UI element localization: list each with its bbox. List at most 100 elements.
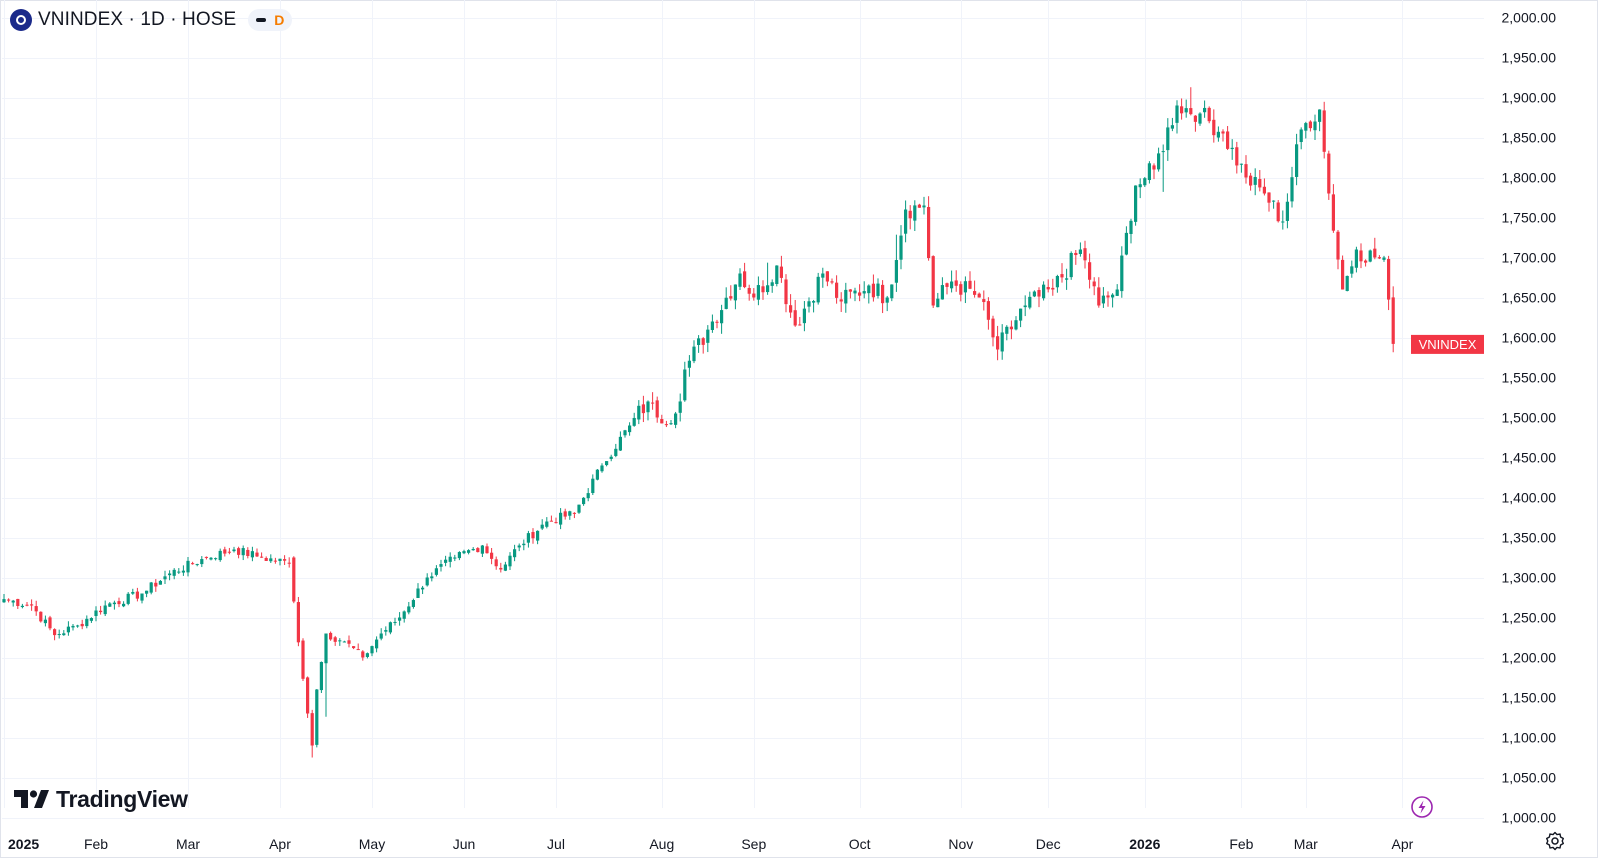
candle bbox=[890, 284, 894, 302]
candle bbox=[1032, 290, 1036, 298]
candle-body bbox=[48, 617, 52, 629]
candle-body bbox=[1373, 248, 1377, 258]
candle-body bbox=[1042, 284, 1046, 299]
candle bbox=[582, 497, 586, 506]
symbol-title[interactable]: VNINDEX · 1D · HOSE bbox=[38, 9, 237, 30]
candle-body bbox=[444, 559, 448, 563]
candle bbox=[287, 557, 291, 568]
candle bbox=[609, 454, 613, 462]
tradingview-wordmark: TradingView bbox=[56, 786, 188, 812]
candle-body bbox=[1327, 153, 1331, 194]
candle-body bbox=[986, 301, 990, 320]
candle-body bbox=[361, 651, 365, 658]
candle-body bbox=[1281, 221, 1285, 223]
time-tick-label: Jun bbox=[453, 836, 476, 852]
candle bbox=[922, 196, 926, 215]
candle-body bbox=[959, 284, 963, 295]
candle bbox=[126, 592, 130, 606]
candle bbox=[99, 605, 103, 615]
candle-body bbox=[618, 436, 622, 451]
candle bbox=[292, 556, 296, 604]
candle bbox=[1157, 147, 1161, 172]
candle-body bbox=[706, 329, 710, 343]
candle-body bbox=[945, 283, 949, 287]
candle-body bbox=[526, 533, 530, 543]
candle bbox=[319, 661, 323, 693]
candle-body bbox=[57, 634, 61, 636]
candle bbox=[1216, 126, 1220, 142]
market-status-pill[interactable]: D bbox=[248, 9, 293, 31]
candle bbox=[1387, 255, 1391, 311]
candle-body bbox=[701, 338, 705, 345]
candle-body bbox=[1023, 305, 1027, 308]
candle-body bbox=[513, 549, 517, 558]
candle-body bbox=[894, 260, 898, 283]
candle-body bbox=[1009, 326, 1013, 330]
candle-body bbox=[1088, 262, 1092, 280]
candle bbox=[191, 561, 195, 565]
candle-body bbox=[572, 512, 576, 514]
candle bbox=[738, 268, 742, 291]
candle bbox=[876, 278, 880, 299]
candle-body bbox=[862, 291, 866, 294]
candle bbox=[269, 554, 273, 563]
last-price-badge: VNINDEX bbox=[1411, 334, 1484, 354]
candle-body bbox=[996, 336, 1000, 350]
candle bbox=[522, 539, 526, 551]
candle bbox=[798, 316, 802, 326]
candle-body bbox=[324, 633, 328, 664]
candle-body bbox=[25, 604, 29, 606]
candle-body bbox=[448, 556, 452, 562]
candle-body bbox=[1134, 185, 1138, 222]
price-tick-label: 1,650.00 bbox=[1502, 290, 1557, 306]
candle-body bbox=[655, 400, 659, 418]
price-tick-label: 1,700.00 bbox=[1502, 250, 1557, 266]
candle bbox=[402, 610, 406, 623]
candle-body bbox=[416, 588, 420, 598]
candle bbox=[1028, 291, 1032, 310]
candle-body bbox=[310, 713, 314, 746]
candle-body bbox=[991, 318, 995, 338]
candle-body bbox=[168, 573, 172, 576]
candle bbox=[692, 340, 696, 364]
candle-body bbox=[586, 493, 590, 499]
candle-body bbox=[904, 209, 908, 234]
candle bbox=[227, 547, 231, 555]
price-tick-label: 1,050.00 bbox=[1502, 770, 1557, 786]
candle-body bbox=[931, 256, 935, 306]
lightning-icon[interactable] bbox=[1411, 796, 1433, 818]
candle-body bbox=[1226, 131, 1230, 149]
candle bbox=[1074, 250, 1078, 265]
candle bbox=[411, 598, 415, 609]
candle bbox=[1313, 114, 1317, 140]
candle-body bbox=[85, 618, 89, 627]
candle-body bbox=[480, 545, 484, 554]
candle bbox=[1193, 115, 1197, 132]
candle bbox=[407, 601, 411, 615]
candle bbox=[1212, 109, 1216, 143]
candle bbox=[103, 600, 107, 617]
candle-body bbox=[384, 630, 388, 632]
candle-body bbox=[954, 280, 958, 286]
candle-body bbox=[260, 556, 264, 558]
candle-body bbox=[7, 599, 11, 601]
candle bbox=[664, 420, 668, 428]
candle bbox=[715, 319, 719, 329]
candle bbox=[250, 546, 254, 562]
candle bbox=[568, 510, 572, 520]
candle-body bbox=[1262, 186, 1266, 194]
tradingview-logo[interactable]: TradingView bbox=[14, 786, 188, 813]
candle-body bbox=[1101, 295, 1105, 304]
candle bbox=[618, 431, 622, 451]
candle-body bbox=[807, 301, 811, 307]
candle bbox=[1069, 251, 1073, 280]
candle bbox=[812, 299, 816, 313]
candle bbox=[724, 287, 728, 310]
candle-body bbox=[1184, 108, 1188, 113]
candle bbox=[697, 335, 701, 353]
candle bbox=[1327, 150, 1331, 200]
candle bbox=[586, 488, 590, 502]
settings-gear-icon[interactable] bbox=[1545, 831, 1565, 851]
candle-body bbox=[117, 601, 121, 605]
